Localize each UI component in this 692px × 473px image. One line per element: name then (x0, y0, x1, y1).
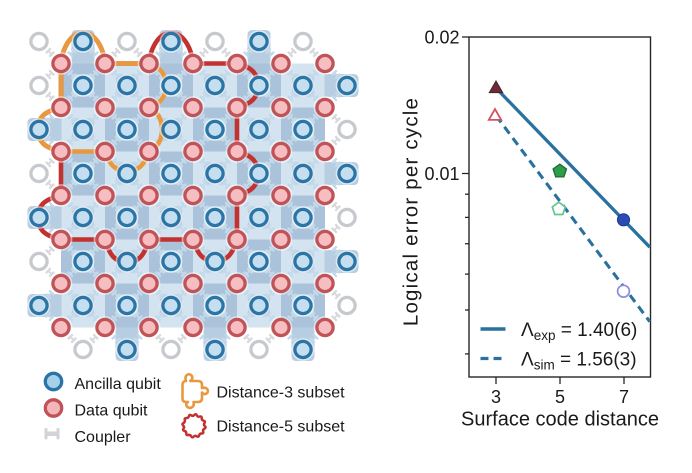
svg-text:5: 5 (555, 387, 565, 407)
svg-text:Distance-3 subset: Distance-3 subset (217, 385, 346, 402)
svg-text:Coupler: Coupler (75, 429, 132, 446)
svg-text:7: 7 (619, 387, 629, 407)
svg-text:0.01: 0.01 (424, 164, 459, 184)
svg-text:Distance-5 subset: Distance-5 subset (217, 419, 346, 436)
svg-text:Λsim = 1.56(3): Λsim = 1.56(3) (521, 349, 637, 372)
svg-text:Data qubit: Data qubit (75, 402, 148, 419)
svg-text:Λexp = 1.40(6): Λexp = 1.40(6) (521, 320, 637, 343)
svg-text:0.02: 0.02 (424, 28, 459, 48)
svg-text:Ancilla qubit: Ancilla qubit (75, 376, 162, 393)
svg-text:Surface code distance: Surface code distance (461, 409, 659, 431)
svg-text:Logical error per cycle: Logical error per cycle (400, 97, 423, 326)
svg-text:3: 3 (491, 387, 501, 407)
